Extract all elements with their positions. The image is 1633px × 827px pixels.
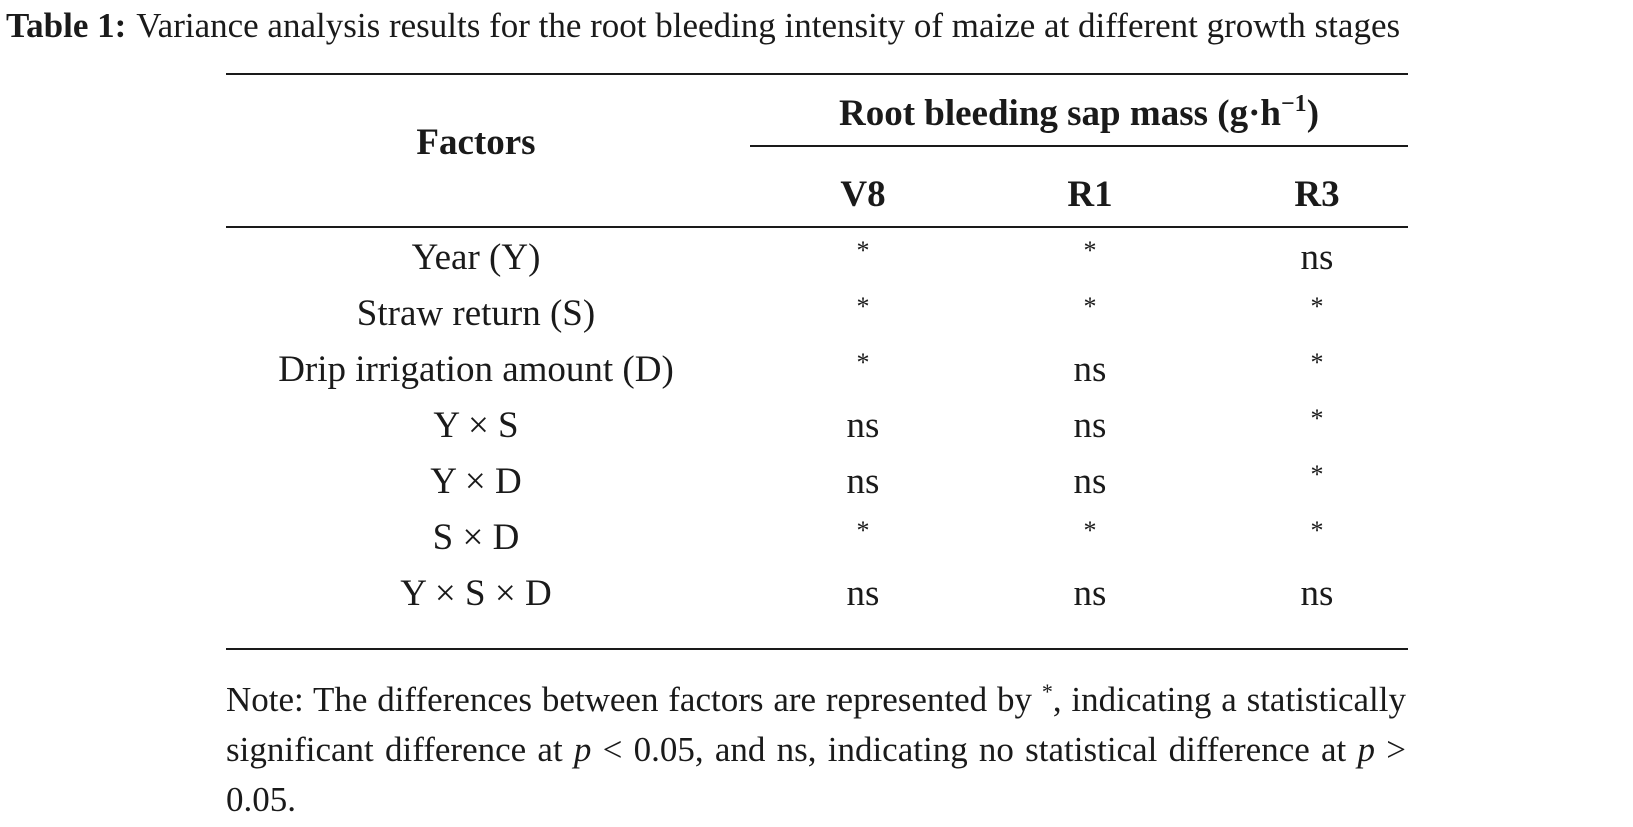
significance-star: * <box>856 236 870 265</box>
significance-ns: ns <box>1300 237 1334 278</box>
row-value: * <box>1217 460 1417 507</box>
row-value: * <box>990 516 1190 563</box>
row-value: * <box>1217 348 1417 395</box>
row-value: ns <box>763 404 963 448</box>
significance-star: * <box>1310 348 1324 377</box>
column-header-r3: R3 <box>1294 174 1340 215</box>
row-factor: S × D <box>432 517 520 558</box>
row-value: * <box>763 236 963 283</box>
table-caption: Table 1: Variance analysis results for th… <box>6 0 1631 52</box>
row-value: * <box>763 516 963 563</box>
significance-star: * <box>1310 404 1324 433</box>
significance-ns: ns <box>846 461 880 502</box>
group-header-exponent: −1 <box>1281 91 1307 117</box>
row-value: ns <box>763 460 963 504</box>
significance-star: * <box>1310 460 1324 489</box>
group-header-text: Root bleeding sap mass (g·h <box>838 93 1281 134</box>
significance-star: * <box>1310 516 1324 545</box>
row-value: * <box>763 348 963 395</box>
note-text-4: > 0.05. <box>226 730 1406 819</box>
row-value: ns <box>1217 236 1417 280</box>
row-value: * <box>990 236 1190 283</box>
row-value: ns <box>990 460 1190 504</box>
group-header-rule <box>750 145 1408 147</box>
group-header: Root bleeding sap mass (g·h−1) <box>750 92 1408 136</box>
significance-ns: ns <box>846 405 880 446</box>
row-factor: Y × D <box>430 461 522 502</box>
significance-ns: ns <box>1073 461 1107 502</box>
row-value: * <box>1217 292 1417 339</box>
table-header-rule <box>226 226 1408 228</box>
significance-ns: ns <box>1073 573 1107 614</box>
note-symbol: * <box>1041 679 1053 704</box>
row-value: ns <box>990 572 1190 616</box>
row-value: ns <box>990 348 1190 392</box>
table-bottom-rule <box>226 648 1408 650</box>
note-text-2: , indicating a statistically significant… <box>226 680 1406 769</box>
row-value: ns <box>1217 572 1417 616</box>
row-value: ns <box>763 572 963 616</box>
significance-star: * <box>1083 516 1097 545</box>
row-factor: Drip irrigation amount (D) <box>278 349 674 390</box>
note-text-3: < 0.05, and ns, indicating no statistica… <box>591 730 1358 769</box>
note-p-2: p <box>1357 730 1376 769</box>
table-top-rule <box>226 73 1408 75</box>
significance-ns: ns <box>1073 405 1107 446</box>
caption-label: Table 1: <box>6 6 127 45</box>
row-factor: Straw return (S) <box>356 293 596 334</box>
significance-star: * <box>1083 236 1097 265</box>
table-note: Note: The differences between factors ar… <box>226 675 1406 825</box>
significance-ns: ns <box>1300 573 1334 614</box>
factors-header: Factors <box>416 122 536 163</box>
significance-ns: ns <box>846 573 880 614</box>
significance-ns: ns <box>1073 349 1107 390</box>
row-value: * <box>990 292 1190 339</box>
row-factor: Year (Y) <box>411 237 541 278</box>
significance-star: * <box>856 292 870 321</box>
row-value: * <box>1217 404 1417 451</box>
column-header-r1: R1 <box>1067 174 1113 215</box>
group-header-close: ) <box>1306 93 1320 134</box>
column-header-v8: V8 <box>840 174 886 215</box>
row-factor: Y × S × D <box>400 573 552 614</box>
significance-star: * <box>1310 292 1324 321</box>
row-factor: Y × S <box>433 405 519 446</box>
row-value: * <box>763 292 963 339</box>
caption-text: Variance analysis results for the root b… <box>136 6 1401 45</box>
note-text-1: Note: The differences between factors ar… <box>226 680 1042 719</box>
significance-star: * <box>856 348 870 377</box>
row-value: * <box>1217 516 1417 563</box>
note-p-1: p <box>573 730 592 769</box>
significance-star: * <box>856 516 870 545</box>
significance-star: * <box>1083 292 1097 321</box>
row-value: ns <box>990 404 1190 448</box>
